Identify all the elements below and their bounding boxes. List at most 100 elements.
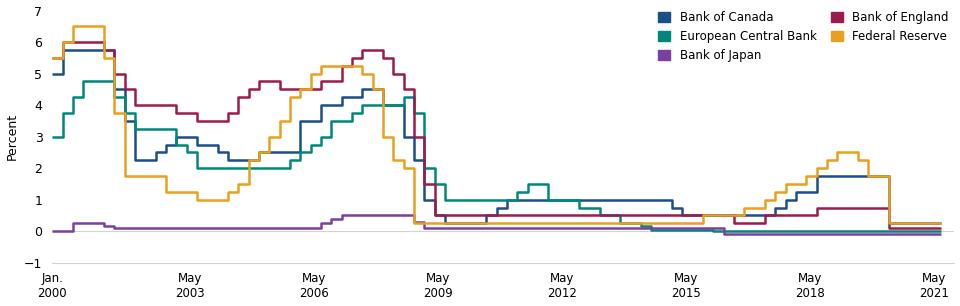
Federal Reserve	[708, 214, 719, 217]
European Central Bank	[129, 127, 140, 131]
Bank of Japan	[87, 222, 99, 225]
Bank of England	[388, 72, 399, 76]
Bank of Japan	[315, 222, 326, 225]
Bank of Canada	[180, 135, 192, 139]
Bank of Canada	[119, 119, 131, 123]
Bank of England	[232, 95, 244, 99]
European Central Bank	[460, 198, 471, 202]
Federal Reserve	[336, 64, 348, 68]
Bank of England	[243, 88, 254, 91]
Line: Federal Reserve: Federal Reserve	[52, 26, 941, 223]
European Central Bank	[584, 206, 595, 209]
Bank of Canada	[46, 72, 58, 76]
European Central Bank	[564, 198, 575, 202]
Bank of England	[429, 214, 441, 217]
European Central Bank	[666, 228, 678, 231]
Bank of Canada	[160, 143, 172, 146]
Bank of England	[759, 214, 771, 217]
Federal Reserve	[408, 222, 420, 225]
Bank of England	[129, 103, 140, 107]
Federal Reserve	[304, 72, 316, 76]
Bank of Canada	[336, 95, 348, 99]
European Central Bank	[625, 222, 636, 225]
Bank of Canada	[883, 222, 895, 225]
Federal Reserve	[171, 190, 182, 194]
Bank of Japan	[460, 226, 471, 230]
Line: Bank of Japan: Bank of Japan	[52, 215, 941, 234]
Federal Reserve	[873, 174, 884, 178]
European Central Bank	[429, 182, 441, 186]
Bank of Japan	[419, 226, 430, 230]
Federal Reserve	[883, 222, 895, 225]
Bank of Canada	[935, 222, 947, 225]
Federal Reserve	[119, 174, 131, 178]
Bank of Japan	[108, 226, 120, 230]
Bank of Canada	[429, 214, 441, 217]
Bank of Japan	[718, 233, 730, 236]
European Central Bank	[636, 225, 647, 228]
European Central Bank	[191, 166, 203, 170]
Bank of Canada	[677, 214, 688, 217]
Bank of Canada	[108, 88, 120, 91]
European Central Bank	[347, 111, 358, 115]
European Central Bank	[439, 198, 450, 202]
European Central Bank	[614, 222, 626, 225]
European Central Bank	[935, 230, 947, 233]
Bank of Canada	[749, 214, 760, 217]
Bank of Canada	[171, 135, 182, 139]
European Central Bank	[325, 119, 337, 123]
European Central Bank	[408, 111, 420, 115]
Bank of England	[57, 40, 68, 44]
Federal Reserve	[295, 88, 306, 91]
European Central Bank	[150, 127, 161, 131]
Bank of England	[831, 206, 843, 209]
Federal Reserve	[770, 190, 781, 194]
Federal Reserve	[46, 56, 58, 60]
Y-axis label: Percent: Percent	[6, 113, 18, 160]
European Central Bank	[419, 166, 430, 170]
Bank of Canada	[780, 198, 792, 202]
Federal Reserve	[697, 214, 708, 217]
Bank of Japan	[67, 222, 79, 225]
European Central Bank	[46, 135, 58, 139]
Federal Reserve	[397, 166, 409, 170]
European Central Bank	[521, 182, 533, 186]
European Central Bank	[304, 143, 316, 146]
European Central Bank	[356, 103, 368, 107]
European Central Bank	[594, 214, 606, 217]
Line: Bank of Canada: Bank of Canada	[52, 50, 941, 223]
Bank of Canada	[873, 174, 884, 178]
Federal Reserve	[129, 174, 140, 178]
Bank of England	[274, 88, 285, 91]
Federal Reserve	[222, 190, 233, 194]
European Central Bank	[180, 151, 192, 154]
Bank of Canada	[439, 222, 450, 225]
Bank of England	[150, 103, 161, 107]
European Central Bank	[119, 111, 131, 115]
European Central Bank	[315, 135, 326, 139]
Legend: Bank of Canada, European Central Bank, Bank of Japan, Bank of England, Federal R: Bank of Canada, European Central Bank, B…	[654, 7, 953, 67]
Federal Reserve	[263, 135, 275, 139]
Bank of England	[377, 56, 389, 60]
Bank of England	[883, 226, 895, 230]
Bank of Canada	[232, 159, 244, 162]
Federal Reserve	[790, 182, 802, 186]
Bank of England	[191, 119, 203, 123]
Federal Reserve	[811, 166, 823, 170]
Bank of Canada	[666, 206, 678, 209]
Federal Reserve	[87, 24, 99, 28]
Bank of England	[119, 88, 131, 91]
Bank of England	[222, 111, 233, 115]
Bank of Canada	[212, 151, 224, 154]
Bank of England	[935, 226, 947, 230]
Federal Reserve	[98, 56, 109, 60]
Federal Reserve	[749, 206, 760, 209]
Bank of Canada	[542, 198, 554, 202]
Bank of England	[347, 56, 358, 60]
European Central Bank	[646, 228, 658, 231]
Federal Reserve	[852, 159, 864, 162]
Federal Reserve	[315, 64, 326, 68]
Federal Reserve	[367, 88, 378, 91]
Bank of England	[749, 222, 760, 225]
European Central Bank	[67, 95, 79, 99]
